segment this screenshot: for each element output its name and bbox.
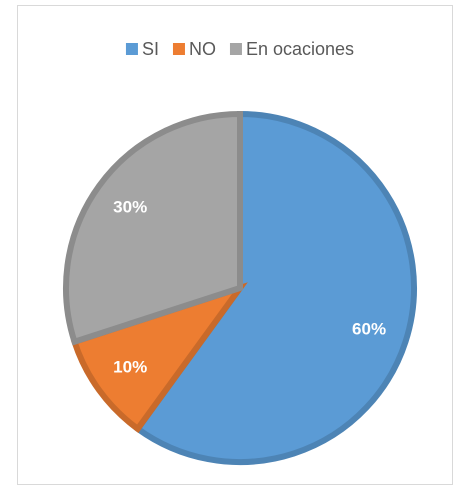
legend-label: SI (142, 39, 159, 59)
legend-label: NO (189, 39, 216, 59)
data-label: 60% (352, 319, 386, 338)
legend-swatch (229, 43, 242, 55)
legend-label: En ocaciones (246, 39, 354, 59)
pie-slice (70, 282, 248, 433)
pie-slice (63, 110, 243, 346)
pie-slice (133, 110, 417, 465)
legend-swatch (125, 43, 138, 55)
data-label: 30% (113, 198, 147, 217)
data-label: 10% (113, 357, 147, 376)
legend-swatch (172, 43, 185, 55)
